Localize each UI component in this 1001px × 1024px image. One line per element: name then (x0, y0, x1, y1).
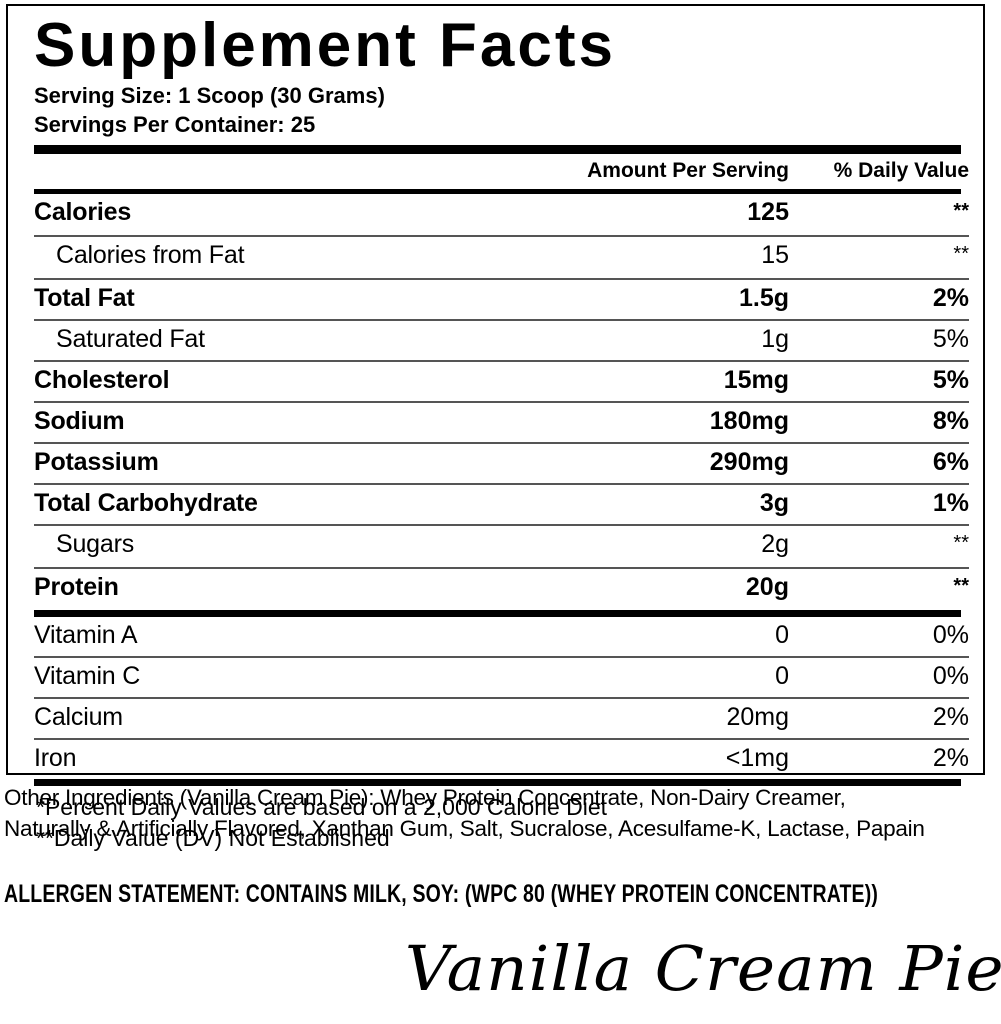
supplement-facts-panel: Supplement Facts Serving Size: 1 Scoop (… (6, 4, 985, 851)
nutrient-daily-value: ** (953, 575, 969, 598)
table-row: Protein 20g ** (34, 569, 969, 610)
rule-below-serving-info (34, 145, 961, 155)
flavor-name: Vanilla Cream Pie (405, 932, 1001, 1005)
nutrient-daily-value: ** (953, 243, 969, 266)
nutrient-rows-table: Calories 125 ** Calories from Fat 15 ** … (34, 194, 969, 610)
table-header-row: Amount Per Serving % Daily Value (34, 154, 969, 189)
nutrient-rows-body: Calories 125 ** Calories from Fat 15 ** … (34, 194, 969, 610)
column-header-name (34, 154, 514, 189)
table-row: Sodium 180mg 8% (34, 403, 969, 442)
nutrient-name: Cholesterol (34, 366, 170, 395)
nutrient-name: Calcium (34, 703, 123, 732)
nutrient-daily-value: 0% (932, 662, 969, 691)
nutrient-daily-value: 5% (932, 366, 969, 395)
rule-below-micronutrients (34, 779, 961, 787)
table-row: Saturated Fat 1g 5% (34, 321, 969, 360)
nutrient-amount: 125 (747, 198, 789, 227)
table-row: Calories 125 ** (34, 194, 969, 235)
micronutrient-table: Vitamin A 0 0% Vitamin C 0 0% Calcium 20… (34, 617, 969, 779)
other-ingredients-block: Other Ingredients (Vanilla Cream Pie): W… (4, 782, 1001, 844)
nutrient-daily-value: ** (953, 532, 969, 555)
nutrient-daily-value: 2% (932, 703, 969, 732)
nutrient-amount: 15 (761, 241, 789, 270)
row-divider (34, 401, 969, 404)
nutrient-daily-value: 5% (932, 325, 969, 354)
footnotes-block: *Percent Daily Values are based on a 2,0… (30, 786, 961, 853)
nutrient-daily-value: ** (953, 200, 969, 223)
row-divider (34, 319, 969, 322)
rule-below-protein (34, 610, 961, 618)
nutrient-daily-value: 2% (932, 744, 969, 773)
column-header-amount: Amount Per Serving (587, 159, 789, 183)
table-row: Sugars 2g ** (34, 526, 969, 567)
nutrient-amount: 20mg (726, 703, 789, 732)
rule-below-column-headers (34, 189, 961, 195)
nutrient-name: Protein (34, 573, 119, 602)
nutrient-amount: 2g (761, 530, 789, 559)
nutrient-name: Calories from Fat (56, 241, 245, 270)
serving-size-text: Serving Size: 1 Scoop (30 Grams) (34, 83, 385, 109)
row-divider (34, 524, 969, 527)
footnote-percent-daily-values: *Percent Daily Values are based on a 2,0… (36, 794, 608, 821)
micronutrient-rows-body: Vitamin A 0 0% Vitamin C 0 0% Calcium 20… (34, 617, 969, 779)
nutrient-name: Iron (34, 744, 77, 773)
footnote-daily-value-not-established: **Daily Value (DV) Not Established (36, 824, 390, 851)
nutrient-name: Saturated Fat (56, 325, 205, 354)
nutrient-name: Calories (34, 198, 132, 227)
nutrient-name: Sodium (34, 407, 125, 436)
nutrient-daily-value: 2% (932, 284, 969, 313)
row-divider (34, 656, 969, 659)
row-divider (34, 278, 969, 281)
row-divider (34, 697, 969, 700)
nutrient-daily-value: 0% (932, 621, 969, 650)
servings-per-container-text: Servings Per Container: 25 (34, 112, 316, 138)
table-row: Vitamin A 0 0% (34, 617, 969, 656)
nutrient-name: Total Fat (34, 284, 135, 313)
ingredients-line-1: Other Ingredients (Vanilla Cream Pie): W… (4, 785, 846, 810)
table-row: Total Fat 1.5g 2% (34, 280, 969, 319)
nutrition-table: Amount Per Serving % Daily Value (34, 154, 969, 189)
nutrient-name: Potassium (34, 448, 159, 477)
nutrient-amount: 1.5g (738, 284, 789, 313)
row-divider (34, 567, 969, 570)
column-header-daily-value: % Daily Value (833, 159, 969, 183)
nutrient-daily-value: 8% (932, 407, 969, 436)
nutrient-amount: <1mg (725, 744, 789, 773)
nutrient-name: Total Carbohydrate (34, 489, 258, 518)
nutrient-amount: 1g (761, 325, 789, 354)
nutrient-amount: 20g (745, 573, 789, 602)
row-divider (34, 360, 969, 363)
row-divider (34, 483, 969, 486)
table-row: Cholesterol 15mg 5% (34, 362, 969, 401)
nutrient-amount: 0 (775, 662, 789, 691)
nutrient-amount: 0 (775, 621, 789, 650)
table-row: Vitamin C 0 0% (34, 658, 969, 697)
nutrient-amount: 180mg (709, 407, 789, 436)
row-divider (34, 738, 969, 741)
page-title: Supplement Facts (34, 11, 616, 80)
row-divider (34, 442, 969, 445)
nutrient-daily-value: 6% (932, 448, 969, 477)
nutrient-amount: 3g (759, 489, 789, 518)
row-divider (34, 235, 969, 238)
nutrient-amount: 290mg (709, 448, 789, 477)
table-row: Calcium 20mg 2% (34, 699, 969, 738)
nutrient-amount: 15mg (723, 366, 789, 395)
ingredients-line-2: Naturally & Artificially Flavored, Xanth… (4, 816, 925, 842)
table-row: Iron <1mg 2% (34, 740, 969, 779)
nutrient-daily-value: 1% (932, 489, 969, 518)
nutrient-name: Sugars (56, 530, 135, 559)
nutrient-name: Vitamin C (34, 662, 141, 691)
table-row: Total Carbohydrate 3g 1% (34, 485, 969, 524)
allergen-statement: ALLERGEN STATEMENT: CONTAINS MILK, SOY: … (4, 880, 879, 908)
table-row: Calories from Fat 15 ** (34, 237, 969, 278)
nutrient-name: Vitamin A (34, 621, 138, 650)
table-row: Potassium 290mg 6% (34, 444, 969, 483)
